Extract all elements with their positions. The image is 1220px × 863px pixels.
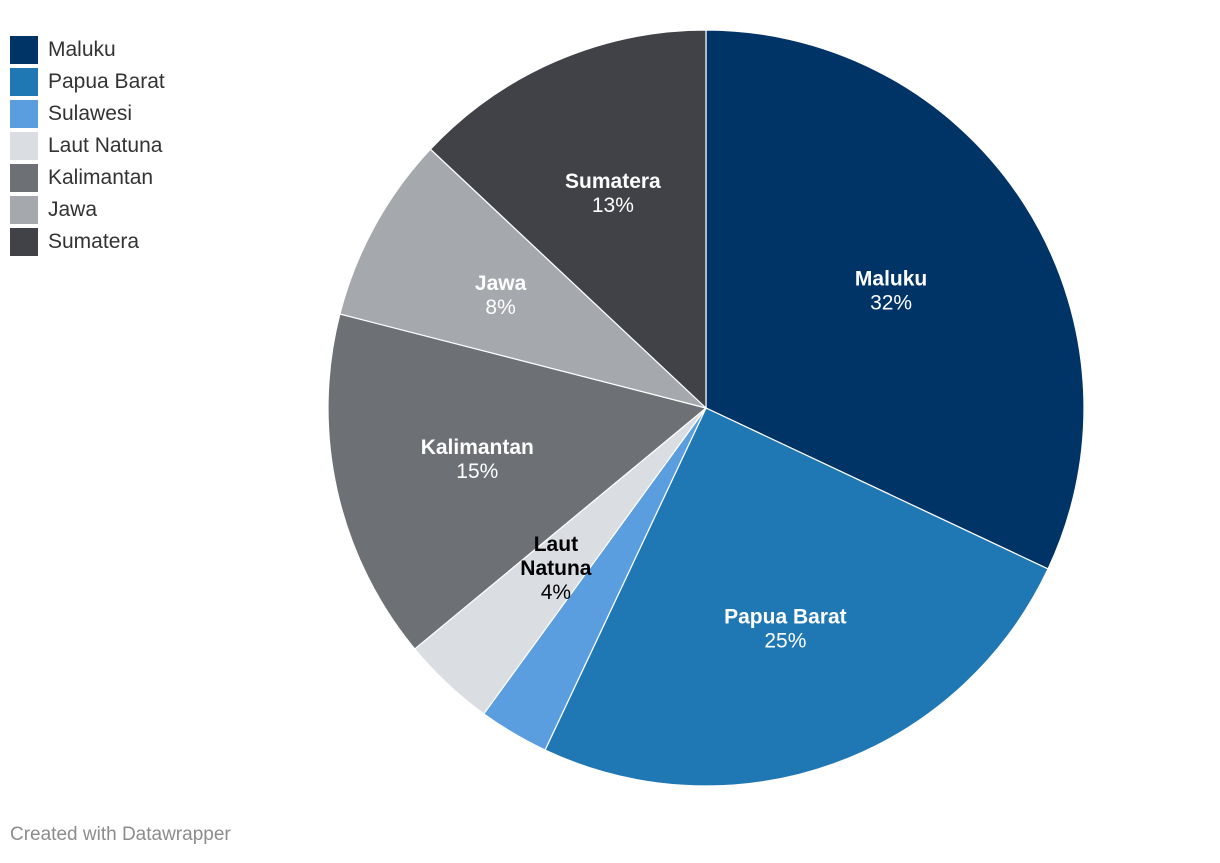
slice-name-label-maluku: Maluku xyxy=(855,268,927,291)
legend-swatch-sulawesi xyxy=(10,100,38,128)
slice-name-label-papua-barat: Papua Barat xyxy=(724,606,847,629)
slice-name-label-laut-natuna-2: Natuna xyxy=(520,557,591,580)
legend-label-laut-natuna: Laut Natuna xyxy=(48,134,163,157)
legend-label-kalimantan: Kalimantan xyxy=(48,166,154,189)
pie-slice-maluku xyxy=(705,29,1085,570)
slice-name-label-kalimantan: Kalimantan xyxy=(421,436,534,459)
legend-swatch-laut-natuna xyxy=(10,132,38,160)
slice-name-label-sumatera: Sumatera xyxy=(565,170,661,193)
legend-item-papua-barat: Papua Barat xyxy=(10,68,165,96)
legend-swatch-sumatera xyxy=(10,228,38,256)
legend-swatch-kalimantan xyxy=(10,164,38,192)
legend-item-sulawesi: Sulawesi xyxy=(10,100,165,128)
legend-item-jawa: Jawa xyxy=(10,196,165,224)
slice-percent-label-jawa: 8% xyxy=(485,296,515,319)
legend-label-papua-barat: Papua Barat xyxy=(48,70,165,93)
pie-slices xyxy=(327,29,1085,787)
slice-percent-label-papua-barat: 25% xyxy=(764,630,806,653)
legend-label-sulawesi: Sulawesi xyxy=(48,102,133,125)
legend-label-jawa: Jawa xyxy=(48,198,98,221)
footer-credit: Created with Datawrapper xyxy=(10,824,231,845)
pie-slice-papua-barat xyxy=(544,407,1049,787)
legend-label-sumatera: Sumatera xyxy=(48,230,140,253)
pie-slice-kalimantan xyxy=(327,313,708,650)
legend-swatch-papua-barat xyxy=(10,68,38,96)
legend-item-laut-natuna: Laut Natuna xyxy=(10,132,165,160)
pie-slice-sumatera xyxy=(429,29,707,410)
legend: Maluku Papua Barat Sulawesi Laut Natuna Kali… xyxy=(10,36,165,260)
slice-percent-label-laut-natuna: 4% xyxy=(541,581,571,604)
legend-label-maluku: Maluku xyxy=(48,38,116,61)
slice-percent-label-sumatera: 13% xyxy=(592,194,634,217)
legend-item-sumatera: Sumatera xyxy=(10,228,165,256)
legend-item-maluku: Maluku xyxy=(10,36,165,64)
slice-name-label-jawa: Jawa xyxy=(475,272,527,295)
legend-swatch-maluku xyxy=(10,36,38,64)
pie-slice-jawa xyxy=(339,148,707,409)
slice-percent-label-maluku: 32% xyxy=(870,292,912,315)
legend-item-kalimantan: Kalimantan xyxy=(10,164,165,192)
legend-swatch-jawa xyxy=(10,196,38,224)
slice-percent-label-kalimantan: 15% xyxy=(456,460,498,483)
slice-name-label-laut-natuna-1: Laut xyxy=(534,533,578,556)
